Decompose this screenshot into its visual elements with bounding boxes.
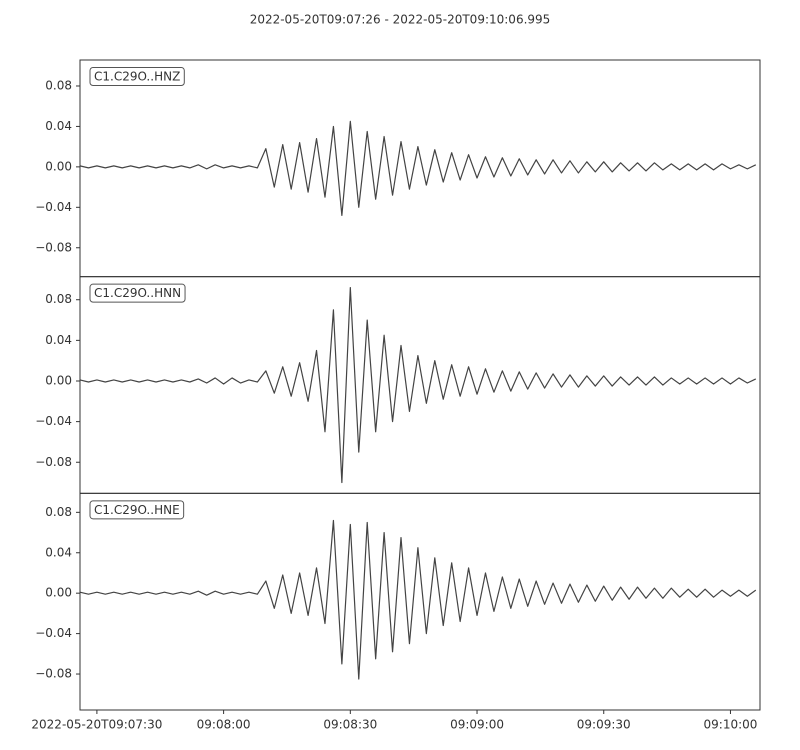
y-tick-label: 0.00 [45,159,72,173]
x-tick-label: 09:08:00 [197,718,251,732]
panel-frame [79,492,761,711]
station-label-box [89,500,185,520]
y-tick-label: −0.08 [35,455,72,469]
y-tick-label: 0.04 [45,119,72,133]
x-tick-label: 09:09:00 [450,718,504,732]
x-tick-label: 09:08:30 [323,718,377,732]
y-tick-label: −0.04 [35,414,72,428]
x-tick-label: 09:09:30 [577,718,631,732]
x-tick-label: 09:10:00 [704,718,758,732]
waveform [79,120,757,216]
y-tick-label: 0.08 [45,292,72,306]
waveform [79,519,757,680]
panel-frame [79,59,761,278]
y-tick-label: 0.00 [45,586,72,600]
panel-frame [79,276,761,494]
station-label-box [89,283,186,303]
y-tick-label: 0.04 [45,333,72,347]
station-label: C1.C29O..HNZ [94,70,180,84]
y-tick-label: 0.08 [45,78,72,92]
y-tick-label: −0.04 [35,626,72,640]
y-tick-label: 0.04 [45,545,72,559]
station-label-box [89,67,185,86]
x-tick-label: 2022-05-20T09:07:30 [31,718,162,732]
y-tick-label: −0.04 [35,200,72,214]
y-tick-label: 0.08 [45,505,72,519]
station-label: C1.C29O..HNN [94,286,181,300]
waveform [79,286,757,484]
y-tick-label: 0.00 [45,373,72,387]
station-label: C1.C29O..HNE [94,503,180,517]
chart-title: 2022-05-20T09:07:26 - 2022-05-20T09:10:0… [250,13,551,27]
y-tick-label: −0.08 [35,667,72,681]
y-tick-label: −0.08 [35,240,72,254]
